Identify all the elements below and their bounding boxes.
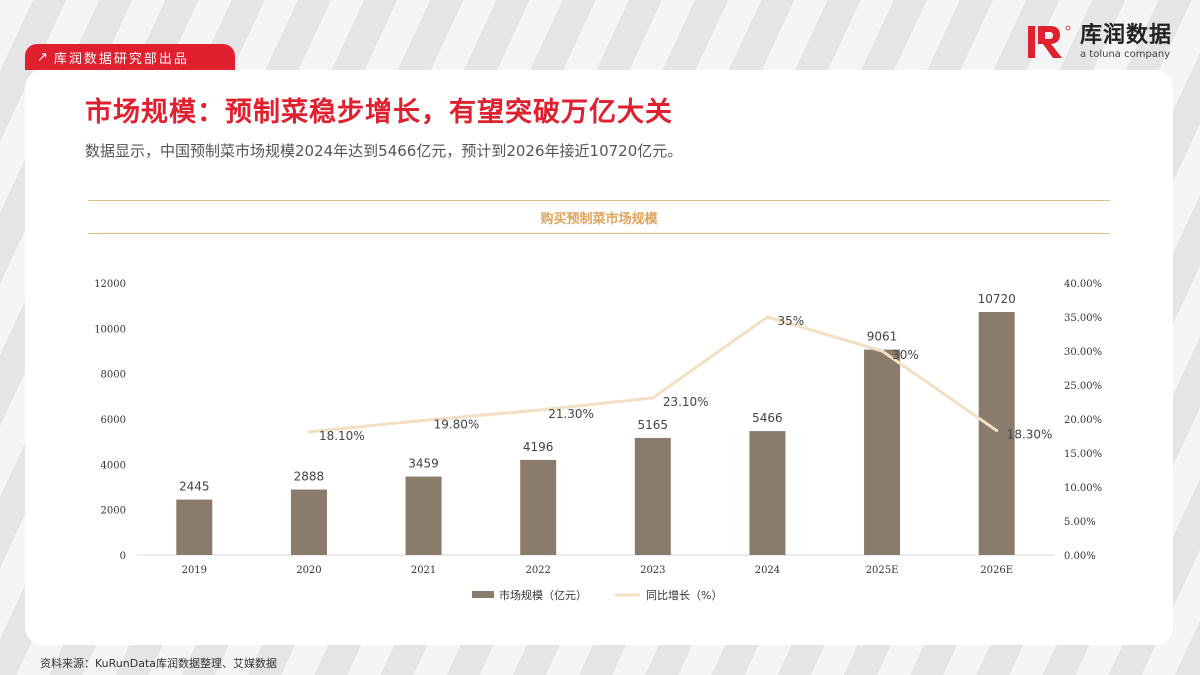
logo-name: 库润数据 bbox=[1079, 23, 1172, 48]
bar bbox=[864, 349, 901, 555]
growth-point bbox=[651, 396, 655, 400]
bar-value-label: 4196 bbox=[523, 440, 554, 454]
growth-value-label: 18.30% bbox=[1007, 428, 1053, 442]
brand-logo: 库润数据 a toluna company bbox=[1026, 22, 1172, 62]
bar bbox=[634, 437, 671, 555]
legend-bar-swatch bbox=[472, 591, 494, 598]
bar bbox=[749, 431, 786, 555]
y-right-tick-label: 35.00% bbox=[1064, 313, 1102, 324]
x-tick-label: 2024 bbox=[755, 565, 780, 576]
logo-mark-icon bbox=[1027, 25, 1071, 58]
bar-value-label: 5165 bbox=[638, 418, 669, 432]
y-left-tick-label: 4000 bbox=[101, 460, 126, 471]
x-tick-label: 2025E bbox=[866, 565, 899, 576]
growth-point bbox=[995, 429, 999, 433]
chart-title: 购买预制菜市场规模 bbox=[540, 211, 658, 227]
y-right-tick-label: 40.00% bbox=[1064, 279, 1102, 290]
bar bbox=[520, 459, 557, 555]
x-tick-label: 2020 bbox=[296, 565, 321, 576]
source-note: 资料来源：KuRunData库润数据整理、艾媒数据 bbox=[40, 657, 277, 670]
bar-value-label: 2888 bbox=[294, 470, 325, 484]
logo-tagline: a toluna company bbox=[1079, 49, 1171, 60]
page-title: 市场规模：预制菜稳步增长，有望突破万亿大关 bbox=[85, 97, 673, 128]
bar bbox=[290, 489, 327, 555]
producer-tag-label: 库润数据研究部出品 bbox=[53, 51, 189, 67]
y-left-tick-label: 0 bbox=[120, 551, 126, 562]
x-tick-label: 2021 bbox=[411, 565, 436, 576]
growth-value-label: 23.10% bbox=[663, 395, 709, 409]
y-right-tick-label: 15.00% bbox=[1064, 449, 1102, 460]
page-subtitle: 数据显示，中国预制菜市场规模2024年达到5466亿元，预计到2026年接近10… bbox=[85, 142, 683, 160]
bar bbox=[405, 476, 442, 555]
growth-point bbox=[422, 418, 426, 422]
y-right-tick-label: 10.00% bbox=[1064, 483, 1102, 494]
growth-point bbox=[536, 408, 540, 412]
bar-value-label: 5466 bbox=[752, 411, 783, 425]
bar bbox=[176, 499, 213, 555]
arrow-up-right-icon: ↗ bbox=[37, 49, 48, 65]
y-right-tick-label: 0.00% bbox=[1064, 551, 1096, 562]
y-right-tick-label: 30.00% bbox=[1064, 347, 1102, 358]
bar-value-label: 2445 bbox=[179, 480, 210, 494]
y-left-tick-label: 6000 bbox=[101, 415, 126, 426]
growth-point bbox=[307, 430, 311, 434]
bar-value-label: 9061 bbox=[867, 330, 898, 344]
x-tick-label: 2022 bbox=[525, 565, 550, 576]
growth-value-label: 21.30% bbox=[548, 407, 594, 421]
y-left-tick-label: 8000 bbox=[101, 370, 126, 381]
growth-value-label: 30% bbox=[892, 348, 919, 362]
bar-value-label: 10720 bbox=[978, 292, 1016, 306]
legend-line-label: 同比增长（%） bbox=[646, 588, 722, 602]
growth-point bbox=[765, 315, 769, 319]
y-right-tick-label: 5.00% bbox=[1064, 517, 1096, 528]
growth-value-label: 18.10% bbox=[319, 429, 365, 443]
x-tick-label: 2023 bbox=[640, 565, 665, 576]
y-left-tick-label: 10000 bbox=[94, 324, 126, 335]
growth-point bbox=[880, 349, 884, 353]
legend-bar-label: 市场规模（亿元） bbox=[499, 588, 587, 602]
y-right-tick-label: 25.00% bbox=[1064, 381, 1102, 392]
bar-value-label: 3459 bbox=[408, 457, 439, 471]
bar bbox=[978, 312, 1015, 555]
growth-value-label: 35% bbox=[777, 314, 804, 328]
producer-tag: ↗ 库润数据研究部出品 bbox=[25, 44, 235, 70]
y-left-tick-label: 12000 bbox=[94, 279, 126, 290]
growth-value-label: 19.80% bbox=[434, 417, 480, 431]
chart-title-band: 购买预制菜市场规模 bbox=[88, 200, 1110, 234]
x-tick-label: 2026E bbox=[980, 565, 1013, 576]
y-left-tick-label: 2000 bbox=[101, 506, 126, 517]
x-tick-label: 2019 bbox=[182, 565, 207, 576]
y-right-tick-label: 20.00% bbox=[1064, 415, 1102, 426]
